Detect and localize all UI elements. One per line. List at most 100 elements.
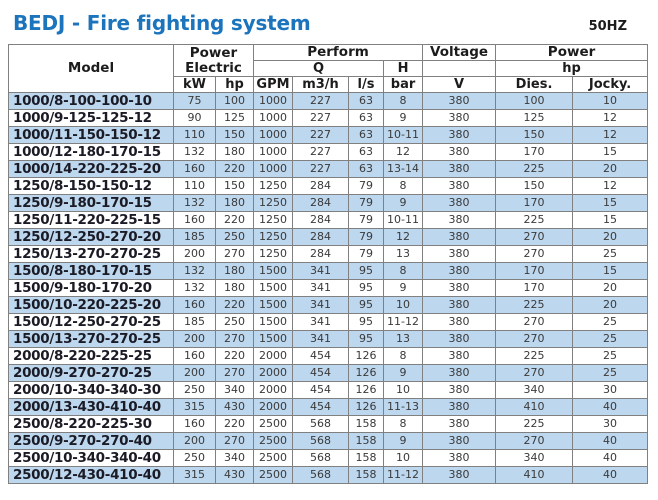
value-cell: 227 — [292, 160, 349, 178]
model-cell: 1000/14-220-225-20 — [8, 160, 174, 178]
value-cell: 12 — [572, 126, 649, 144]
table-row: 2000/8-220-225-25 160 220 2000 454 126 8 380 225… — [8, 347, 649, 365]
value-cell: 110 — [173, 177, 216, 195]
table-row: 2000/9-270-270-25 200 270 2000 454 126 9 380 270… — [8, 364, 649, 382]
value-cell: 170 — [495, 262, 574, 280]
value-cell: 568 — [292, 415, 349, 433]
value-cell: 227 — [292, 126, 349, 144]
value-cell: 1250 — [253, 194, 293, 212]
header-perform: Perform — [252, 44, 424, 61]
value-cell: 170 — [495, 194, 574, 212]
value-cell: 220 — [215, 415, 254, 433]
value-cell: 40 — [572, 466, 649, 484]
value-cell: 160 — [173, 415, 216, 433]
value-cell: 454 — [292, 398, 349, 416]
model-cell: 1250/11-220-225-15 — [8, 211, 174, 229]
value-cell: 150 — [495, 177, 574, 195]
value-cell: 2000 — [253, 398, 293, 416]
value-cell: 568 — [292, 432, 349, 450]
value-cell: 40 — [572, 432, 649, 450]
model-cell: 1000/11-150-150-12 — [8, 126, 174, 144]
value-cell: 284 — [292, 211, 349, 229]
table-row: 2500/8-220-225-30 160 220 2500 568 158 8 380 225… — [8, 415, 649, 433]
value-cell: 9 — [382, 109, 424, 127]
value-cell: 200 — [173, 364, 216, 382]
value-cell: 132 — [173, 279, 216, 297]
value-cell: 180 — [215, 143, 254, 161]
value-cell: 132 — [173, 262, 216, 280]
table-row: 1250/12-250-270-20 185 250 1250 284 79 12 380 27… — [8, 228, 649, 246]
value-cell: 225 — [495, 160, 574, 178]
value-cell: 2000 — [253, 347, 293, 365]
value-cell: 13-14 — [382, 160, 424, 178]
value-cell: 125 — [495, 109, 574, 127]
value-cell: 250 — [173, 449, 216, 467]
table-row: 1000/8-100-100-10 75 100 1000 227 63 8 380 100 10 — [8, 92, 649, 110]
model-cell: 1000/9-125-125-12 — [8, 109, 174, 127]
value-cell: 340 — [215, 381, 254, 399]
value-cell: 8 — [382, 92, 424, 110]
value-cell: 125 — [215, 109, 254, 127]
value-cell: 63 — [348, 92, 384, 110]
value-cell: 380 — [422, 228, 497, 246]
value-cell: 454 — [292, 381, 349, 399]
model-cell: 1000/8-100-100-10 — [8, 92, 174, 110]
table-row: 1000/9-125-125-12 90 125 1000 227 63 9 380 125 12 — [8, 109, 649, 127]
header-model: Model — [8, 44, 174, 93]
value-cell: 180 — [215, 262, 254, 280]
page-title: BEDJ - Fire fighting system — [13, 11, 311, 35]
table-row: 1250/9-180-170-15 132 180 1250 284 79 9 380 170 1… — [8, 194, 649, 212]
table-row: 1000/12-180-170-15 132 180 1000 227 63 12 380 17… — [8, 143, 649, 161]
value-cell: 90 — [173, 109, 216, 127]
value-cell: 170 — [495, 143, 574, 161]
value-cell: 79 — [348, 194, 384, 212]
value-cell: 13 — [382, 245, 424, 263]
model-cell: 1500/9-180-170-20 — [8, 279, 174, 297]
model-cell: 1250/12-250-270-20 — [8, 228, 174, 246]
table-row: 1250/13-270-270-25 200 270 1250 284 79 13 380 27… — [8, 245, 649, 263]
value-cell: 15 — [572, 143, 649, 161]
value-cell: 380 — [422, 432, 497, 450]
value-cell: 341 — [292, 279, 349, 297]
value-cell: 410 — [495, 466, 574, 484]
value-cell: 225 — [495, 211, 574, 229]
value-cell: 270 — [495, 228, 574, 246]
value-cell: 341 — [292, 313, 349, 331]
model-cell: 2000/8-220-225-25 — [8, 347, 174, 365]
value-cell: 250 — [173, 381, 216, 399]
table-row: 1500/13-270-270-25 200 270 1500 341 95 13 380 27… — [8, 330, 649, 348]
value-cell: 1000 — [253, 109, 293, 127]
model-cell: 1500/12-250-270-25 — [8, 313, 174, 331]
value-cell: 380 — [422, 109, 497, 127]
model-cell: 2000/10-340-340-30 — [8, 381, 174, 399]
model-cell: 1000/12-180-170-15 — [8, 143, 174, 161]
value-cell: 11-12 — [382, 466, 424, 484]
header-h: H — [382, 60, 424, 77]
value-cell: 79 — [348, 211, 384, 229]
value-cell: 315 — [173, 466, 216, 484]
value-cell: 227 — [292, 143, 349, 161]
value-cell: 284 — [292, 194, 349, 212]
value-cell: 132 — [173, 194, 216, 212]
value-cell: 380 — [422, 296, 497, 314]
value-cell: 270 — [495, 313, 574, 331]
value-cell: 8 — [382, 262, 424, 280]
value-cell: 380 — [422, 245, 497, 263]
value-cell: 30 — [572, 381, 649, 399]
header-power-electric: Power Electric — [173, 44, 254, 77]
value-cell: 200 — [173, 432, 216, 450]
value-cell: 9 — [382, 364, 424, 382]
value-cell: 126 — [348, 347, 384, 365]
value-cell: 454 — [292, 364, 349, 382]
value-cell: 380 — [422, 143, 497, 161]
value-cell: 132 — [173, 143, 216, 161]
value-cell: 100 — [495, 92, 574, 110]
value-cell: 8 — [382, 177, 424, 195]
value-cell: 20 — [572, 279, 649, 297]
value-cell: 270 — [215, 330, 254, 348]
value-cell: 225 — [495, 347, 574, 365]
header-v: V — [422, 76, 497, 93]
value-cell: 12 — [382, 228, 424, 246]
value-cell: 79 — [348, 228, 384, 246]
value-cell: 79 — [348, 245, 384, 263]
